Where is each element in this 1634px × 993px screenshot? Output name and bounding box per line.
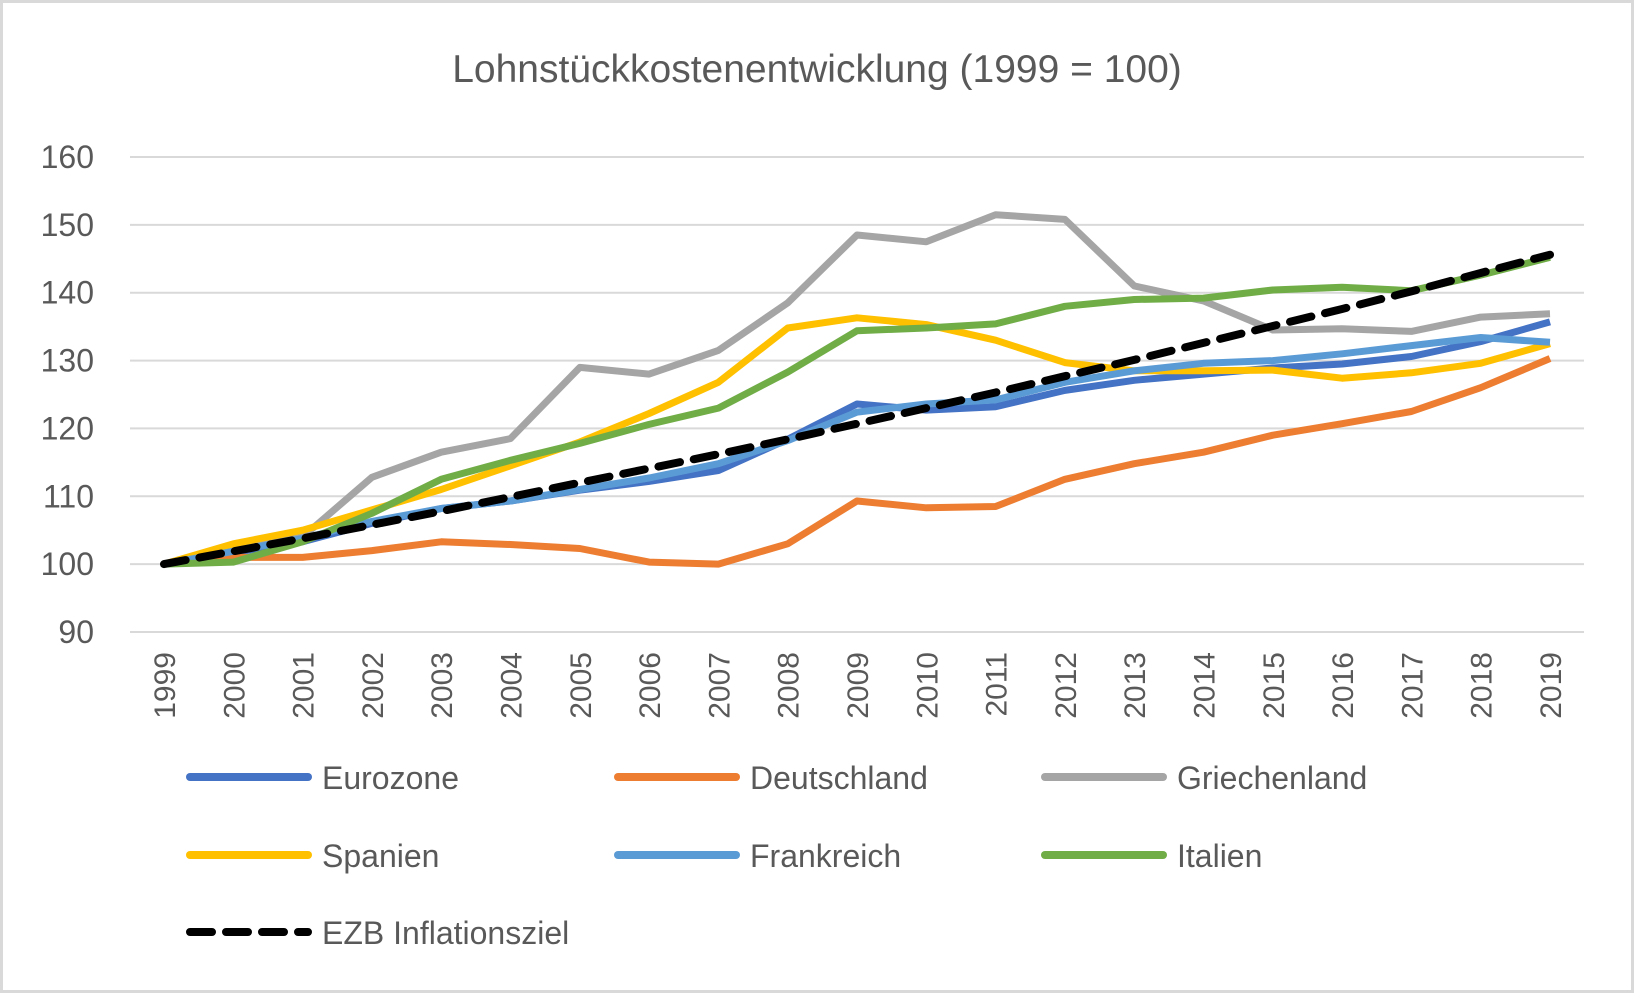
legend-item: Frankreich: [614, 838, 901, 874]
x-tick-label: 2009: [842, 652, 875, 719]
series-line-italien: [163, 254, 1551, 568]
series-line-eurozone: [163, 318, 1551, 568]
x-tick-label: 2010: [911, 652, 944, 719]
series-line-deutschland: [163, 355, 1552, 568]
x-tick-label: 2018: [1466, 652, 1499, 719]
legend-label: Italien: [1177, 838, 1262, 874]
x-tick-label: 2012: [1050, 652, 1083, 719]
x-tick-label: 2005: [565, 652, 598, 719]
x-tick-label: 2002: [357, 652, 390, 719]
x-tick-label: 2007: [703, 652, 736, 719]
y-tick-label: 130: [41, 343, 94, 379]
series-line-ezb-inflationsziel: [160, 250, 1554, 569]
y-tick-label: 100: [41, 546, 94, 582]
legend-item: Eurozone: [186, 760, 459, 796]
legend-item: Italien: [1041, 838, 1262, 874]
series-lines: [160, 211, 1554, 569]
x-tick-label: 2011: [981, 652, 1014, 717]
legend-label: Frankreich: [750, 838, 901, 874]
legend-item: Deutschland: [614, 760, 928, 796]
legend-item: EZB Inflationsziel: [186, 915, 569, 951]
series-line-frankreich: [163, 334, 1551, 568]
legend-label: Deutschland: [750, 760, 928, 796]
x-tick-label: 2000: [218, 652, 251, 719]
y-tick-label: 110: [43, 478, 94, 514]
y-axis-ticks: 90 100 110 120 130 140 150 160: [41, 139, 94, 650]
x-tick-label: 2017: [1396, 652, 1429, 719]
legend-label: Spanien: [322, 838, 439, 874]
x-axis-ticks: 1999 2000 2001 2002 2003 2004 2005 2006 2007 2008…: [149, 652, 1568, 719]
x-tick-label: 2016: [1327, 652, 1360, 719]
y-tick-label: 160: [41, 139, 94, 175]
legend: Eurozone Deutschland Griechenland Spanien Fr…: [186, 760, 1367, 951]
y-tick-label: 120: [41, 410, 94, 446]
y-tick-label: 140: [41, 275, 94, 311]
x-tick-label: 2006: [634, 652, 667, 719]
legend-label: Griechenland: [1177, 760, 1367, 796]
legend-label: EZB Inflationsziel: [322, 915, 569, 951]
y-tick-label: 90: [58, 614, 94, 650]
legend-item: Spanien: [186, 838, 439, 874]
x-tick-label: 1999: [149, 652, 182, 719]
x-tick-label: 2015: [1258, 652, 1291, 719]
x-tick-label: 2019: [1535, 652, 1568, 719]
legend-label: Eurozone: [322, 760, 459, 796]
x-tick-label: 2014: [1189, 652, 1222, 719]
legend-item: Griechenland: [1041, 760, 1367, 796]
x-tick-label: 2004: [496, 652, 529, 719]
y-tick-label: 150: [41, 207, 94, 243]
gridlines: [130, 156, 1584, 633]
x-tick-label: 2001: [288, 652, 321, 719]
x-tick-label: 2003: [426, 652, 459, 719]
series-line-griechenland: [163, 211, 1551, 568]
x-tick-label: 2008: [773, 652, 806, 719]
chart-title: Lohnstückkostenentwicklung (1999 = 100): [452, 48, 1182, 91]
x-tick-label: 2013: [1119, 652, 1152, 719]
